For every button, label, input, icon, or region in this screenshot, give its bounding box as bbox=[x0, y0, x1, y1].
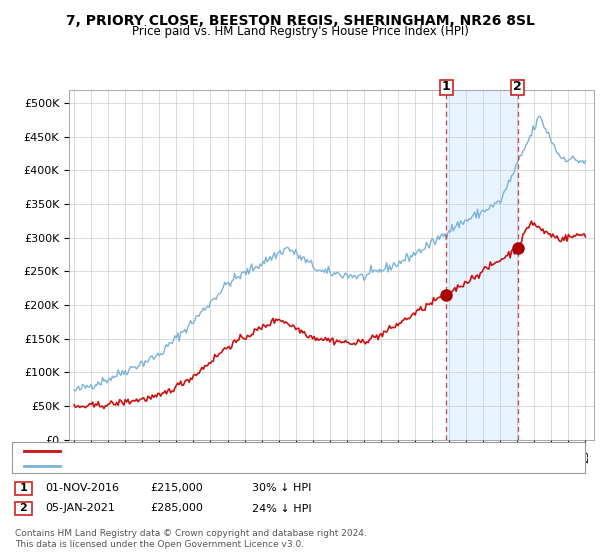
Text: 2: 2 bbox=[513, 80, 522, 94]
Text: 05-JAN-2021: 05-JAN-2021 bbox=[45, 503, 115, 514]
Text: 24% ↓ HPI: 24% ↓ HPI bbox=[252, 503, 311, 514]
Bar bbox=[446, 90, 518, 440]
Text: 30% ↓ HPI: 30% ↓ HPI bbox=[252, 483, 311, 493]
Text: Contains HM Land Registry data © Crown copyright and database right 2024.
This d: Contains HM Land Registry data © Crown c… bbox=[15, 529, 367, 549]
Text: 2: 2 bbox=[20, 503, 27, 514]
Text: £285,000: £285,000 bbox=[150, 503, 203, 514]
Text: 1: 1 bbox=[20, 483, 27, 493]
Text: 01-NOV-2016: 01-NOV-2016 bbox=[45, 483, 119, 493]
Text: 1: 1 bbox=[442, 80, 451, 94]
Text: 7, PRIORY CLOSE, BEESTON REGIS, SHERINGHAM, NR26 8SL (detached house): 7, PRIORY CLOSE, BEESTON REGIS, SHERINGH… bbox=[66, 446, 449, 456]
Text: HPI: Average price, detached house, North Norfolk: HPI: Average price, detached house, Nort… bbox=[66, 460, 312, 470]
Text: 7, PRIORY CLOSE, BEESTON REGIS, SHERINGHAM, NR26 8SL: 7, PRIORY CLOSE, BEESTON REGIS, SHERINGH… bbox=[65, 14, 535, 28]
Text: £215,000: £215,000 bbox=[150, 483, 203, 493]
Text: Price paid vs. HM Land Registry's House Price Index (HPI): Price paid vs. HM Land Registry's House … bbox=[131, 25, 469, 38]
